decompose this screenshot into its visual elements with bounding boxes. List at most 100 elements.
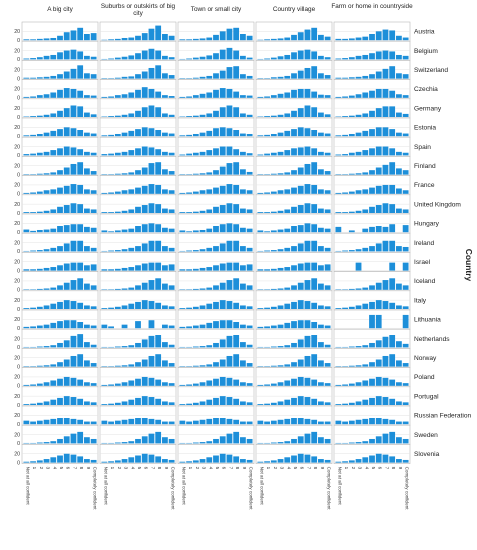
bar [43,190,50,194]
bar [90,190,97,194]
bar [155,456,162,463]
bar [121,419,128,425]
bar [199,382,206,386]
bar [114,38,121,41]
bar [63,108,70,117]
bar [291,342,297,348]
bar [246,325,253,329]
bar [63,185,70,194]
bar [70,30,77,41]
bar [36,152,43,156]
bar [369,53,375,60]
bar [318,112,324,117]
y-tick-label: 20 [14,432,20,438]
bar [108,134,114,137]
panel [177,60,255,80]
x-tick-label: 2 [351,467,356,470]
bar [101,420,108,425]
bar [277,210,284,213]
y-tick-label: 20 [14,452,20,458]
bar [50,130,57,137]
bar [114,346,121,348]
bar [141,359,148,367]
bar [57,110,63,117]
bar [348,77,355,79]
bar [318,382,324,386]
bar [70,224,77,233]
bar [121,442,128,444]
bar [121,288,128,290]
bar [186,421,192,425]
bar [135,35,141,41]
bar [324,285,331,290]
bar [114,288,121,290]
bar [162,265,168,271]
bar [396,341,402,348]
bar [369,342,375,348]
panel [333,60,411,80]
panel [255,252,333,272]
bar [264,96,270,98]
bar [36,38,43,41]
bar [168,171,175,175]
x-tick-label: 5 [371,467,376,470]
bar [199,38,206,41]
bar [297,436,304,444]
bar [23,58,30,60]
bar [148,454,155,463]
bar [277,365,284,367]
bar [141,87,148,98]
bar [318,246,324,252]
row-label: Iceland [414,278,436,285]
bar [291,438,297,444]
bar [168,190,175,194]
bar [90,209,97,213]
bar [77,262,84,271]
panel [333,232,411,253]
bar [335,192,342,194]
bar [382,29,389,41]
panel [99,156,177,176]
x-tick-label: 4 [364,467,369,470]
bar [277,346,284,348]
bar [355,190,362,194]
bar [264,192,270,194]
bar [369,438,375,444]
bar [63,243,70,252]
bar [264,403,270,405]
bar [270,268,277,271]
bar [284,380,291,386]
bar [355,37,362,41]
panel [21,348,99,368]
bar [355,94,362,98]
bar [396,132,402,137]
panel [21,136,99,157]
bar [369,129,375,137]
bar [348,250,355,252]
bar [382,433,389,444]
bar [30,403,36,405]
bar [382,226,389,233]
bar [213,397,219,405]
bar [304,335,311,348]
bar [36,95,43,98]
bar [362,209,369,213]
bar [206,130,213,137]
bar [206,150,213,156]
bar [219,88,226,98]
bar [369,74,375,79]
bar [219,339,226,348]
bar [375,282,382,290]
panel [21,444,99,464]
bar [206,172,213,175]
bar [121,229,128,233]
bar [362,457,369,463]
bar [291,129,297,137]
bar [50,189,57,194]
bar [226,223,233,233]
bar [213,53,219,60]
panel [21,271,99,292]
panel [177,98,255,119]
bar [192,95,199,98]
bar [77,130,84,137]
